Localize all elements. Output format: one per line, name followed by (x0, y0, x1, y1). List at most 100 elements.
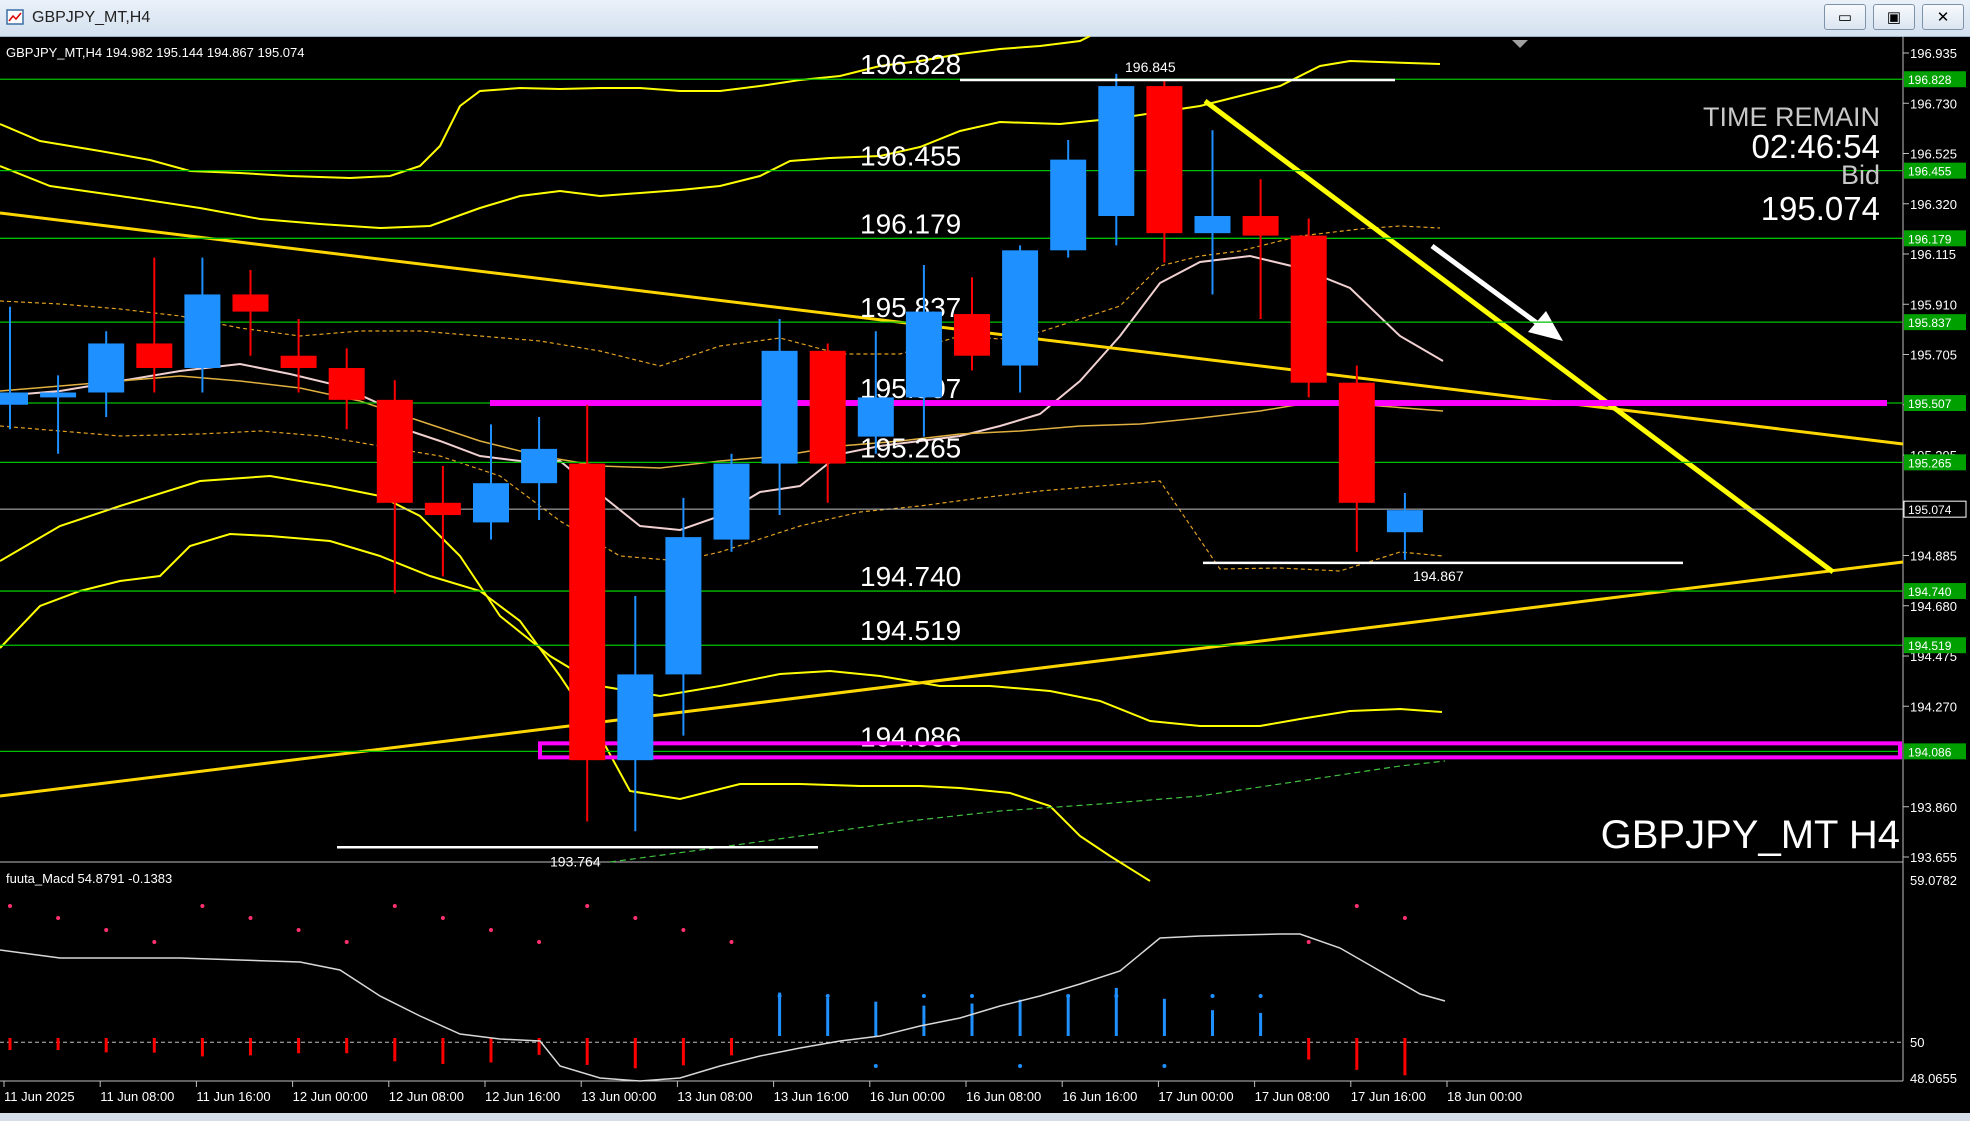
level-label: 194.519 (860, 615, 961, 646)
prior-low-label: 193.764 (550, 853, 601, 869)
macd-signal-dot (1162, 1064, 1167, 1068)
level-price-tag (1904, 71, 1966, 88)
time-remain-label: TIME REMAIN (1703, 102, 1880, 132)
x-tick-label: 12 Jun 16:00 (485, 1089, 560, 1104)
level-price-tag (1904, 454, 1966, 471)
x-tick-label: 11 Jun 08:00 (100, 1089, 174, 1104)
bollinger-lower-outer (0, 532, 1151, 882)
macd-signal-dot (921, 994, 926, 998)
macd-signal-dot (296, 928, 301, 932)
moving-average-orange (0, 375, 1444, 469)
x-tick-label: 12 Jun 00:00 (293, 1089, 368, 1104)
candle-body (376, 399, 413, 503)
swing-low-label: 194.867 (1413, 568, 1464, 584)
macd-signal-dot (8, 904, 12, 908)
candle-body (954, 314, 990, 356)
macd-line (0, 933, 1446, 1082)
minimize-button[interactable]: ▭ (1824, 4, 1866, 30)
macd-label: fuuta_Macd 54.8791 -0.1383 (6, 871, 172, 886)
macd-top-tick: 59.0782 (1910, 873, 1957, 888)
chart-header: GBPJPY_MT,H4 194.982 195.144 194.867 195… (6, 45, 305, 60)
macd-signal-dot (537, 940, 542, 944)
axis-layer: 196.935 196.730 196.525 196.320 196.115 195.9… (3, 46, 1967, 1104)
level-price-tag-text: 195.507 (1908, 397, 1952, 411)
bollinger-upper-outer (0, 36, 1091, 180)
macd-signal-dot (1066, 994, 1071, 998)
x-tick-label: 17 Jun 08:00 (1255, 1089, 1330, 1104)
y-tick-label: 193.655 (1910, 850, 1957, 865)
candle-body (1098, 86, 1135, 217)
candle-body (1194, 216, 1231, 234)
macd-signal-dot (489, 928, 493, 932)
level-label: 194.740 (860, 561, 961, 592)
candle-body (1386, 510, 1423, 533)
level-price-tag-text: 195.837 (1908, 316, 1952, 330)
macd-signal-dot (729, 940, 734, 944)
candle-body (665, 537, 702, 675)
close-icon: ✕ (1936, 9, 1950, 26)
y-tick-label: 196.935 (1910, 46, 1957, 61)
candle-body (136, 343, 173, 368)
candle-body (232, 294, 269, 312)
macd-signal-dot (200, 904, 205, 908)
macd-signal-dot (777, 994, 782, 998)
candle-body (280, 355, 317, 368)
restore-button[interactable]: ▣ (1873, 4, 1915, 30)
indicator-layer (0, 36, 1904, 882)
macd-signal-dot (681, 928, 686, 932)
x-tick-label: 13 Jun 08:00 (677, 1089, 752, 1104)
arrow-down-icon (1528, 311, 1563, 341)
y-tick-label: 195.705 (1910, 348, 1957, 363)
window-titlebar: GBPJPY_MT,H4 ▭ ▣ ✕ (0, 0, 1970, 37)
candle-body (617, 674, 654, 761)
macd-signal-dot (1402, 916, 1407, 920)
price-chart[interactable]: 196.828 196.455 196.179 195.837 195.507 195.2… (0, 36, 1970, 1113)
x-tick-label: 13 Jun 00:00 (581, 1089, 656, 1104)
level-price-tag (1904, 162, 1966, 179)
candle-body (1050, 159, 1087, 251)
bid-price-tag-text: 195.074 (1908, 503, 1952, 517)
arrow-down-line (1430, 243, 1547, 332)
macd-mid-tick: 50 (1910, 1035, 1924, 1050)
bid-price-tag (1903, 500, 1967, 518)
moving-average-green-dashed (609, 760, 1446, 863)
macd-signal-dot (1018, 1064, 1023, 1068)
support-zone (538, 741, 1902, 760)
y-tick-label: 194.885 (1910, 549, 1957, 564)
candle-body (1146, 86, 1183, 234)
macd-signal-dot (825, 994, 830, 998)
macd-signal-dot (1114, 994, 1119, 998)
candle-body (0, 392, 28, 405)
level-price-tag (1904, 583, 1966, 600)
macd-signal-dot (1258, 994, 1263, 998)
level-price-tag-text: 196.828 (1908, 73, 1952, 87)
x-tick-label: 17 Jun 00:00 (1158, 1089, 1233, 1104)
window-title: GBPJPY_MT,H4 (32, 9, 151, 26)
level-price-tag (1904, 314, 1966, 331)
candle-body (424, 502, 461, 516)
macd-layer: 59.0782 50 48.0655 (0, 873, 1957, 1086)
macd-signal-dot (248, 916, 253, 920)
close-button[interactable]: ✕ (1922, 4, 1964, 30)
x-tick-label: 18 Jun 00:00 (1447, 1089, 1522, 1104)
level-label: 196.828 (860, 49, 961, 80)
y-tick-label: 194.680 (1910, 599, 1957, 614)
trendline-descending-short (1203, 99, 1835, 574)
macd-bottom-tick: 48.0655 (1910, 1071, 1957, 1086)
y-tick-label: 196.115 (1910, 247, 1956, 262)
x-tick-label: 11 Jun 16:00 (196, 1089, 270, 1104)
macd-signal-dot (104, 928, 109, 932)
candle-body (184, 294, 221, 368)
candle-body (1002, 250, 1039, 366)
y-tick-label: 196.730 (1910, 96, 1957, 111)
candle-body (521, 448, 558, 484)
level-price-tag-text: 195.265 (1908, 456, 1952, 470)
shift-marker-icon[interactable] (1512, 40, 1528, 48)
swing-high-label: 196.845 (1125, 59, 1176, 75)
level-label: 194.086 (860, 721, 961, 752)
level-price-tag (1904, 230, 1966, 247)
x-tick-label: 13 Jun 16:00 (774, 1089, 849, 1104)
candle-body (88, 343, 125, 393)
level-price-tag-text: 194.086 (1908, 745, 1952, 759)
moving-average-dashed-lower (0, 425, 1444, 572)
